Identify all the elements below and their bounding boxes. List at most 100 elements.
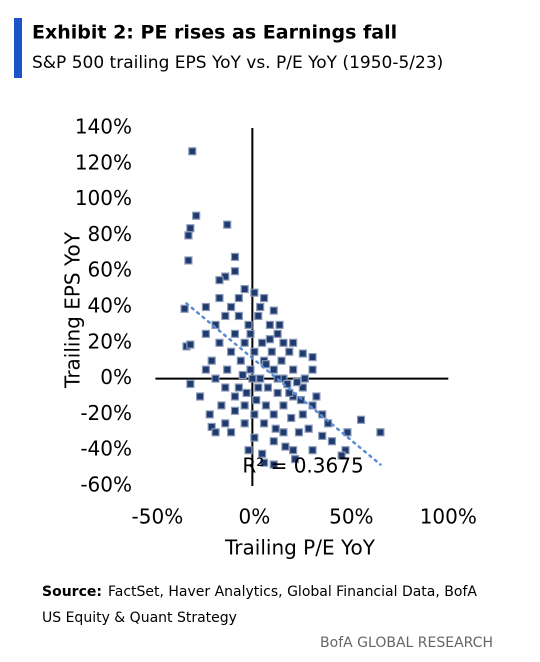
x-axis-label: Trailing P/E YoY bbox=[224, 536, 376, 560]
x-tick-label: 50% bbox=[329, 505, 373, 529]
point bbox=[215, 338, 224, 347]
point bbox=[230, 252, 240, 261]
point bbox=[261, 360, 271, 369]
y-tick-label: 100% bbox=[75, 186, 132, 210]
source-text: US Equity & Quant Strategy bbox=[42, 610, 237, 626]
point bbox=[211, 374, 220, 383]
point bbox=[226, 428, 236, 437]
point bbox=[277, 356, 286, 365]
point bbox=[337, 451, 346, 460]
source: Source: FactSet, Haver Analytics, Global … bbox=[42, 584, 477, 600]
point bbox=[298, 383, 307, 392]
point bbox=[376, 428, 385, 437]
point bbox=[281, 442, 290, 451]
point bbox=[343, 428, 352, 437]
point bbox=[300, 374, 309, 383]
point bbox=[186, 224, 195, 233]
point bbox=[248, 374, 257, 383]
point bbox=[221, 419, 230, 428]
x-tick-label: -50% bbox=[132, 505, 184, 529]
point bbox=[226, 302, 236, 312]
point bbox=[230, 329, 240, 338]
point bbox=[230, 392, 240, 401]
point bbox=[256, 374, 265, 383]
point bbox=[279, 338, 288, 347]
point bbox=[207, 356, 216, 365]
point bbox=[261, 401, 271, 410]
point bbox=[180, 304, 189, 313]
trendline bbox=[185, 302, 382, 466]
point bbox=[259, 419, 269, 428]
point bbox=[318, 431, 327, 440]
point bbox=[296, 395, 306, 405]
point bbox=[292, 378, 302, 387]
point bbox=[271, 424, 280, 433]
point bbox=[223, 220, 232, 229]
point bbox=[312, 392, 321, 401]
point bbox=[254, 383, 263, 392]
point bbox=[230, 406, 240, 415]
y-tick-label: 140% bbox=[75, 115, 132, 139]
point bbox=[240, 401, 249, 410]
point bbox=[318, 410, 327, 419]
annotation: R² = 0.3675 bbox=[242, 454, 363, 478]
point bbox=[215, 293, 224, 303]
y-tick-label: 0% bbox=[100, 365, 132, 389]
point bbox=[230, 267, 240, 276]
y-tick-label: -60% bbox=[80, 473, 132, 497]
point bbox=[236, 356, 245, 365]
point bbox=[184, 256, 193, 265]
y-tick-label: 60% bbox=[88, 258, 132, 282]
point bbox=[211, 320, 220, 329]
point bbox=[223, 365, 232, 374]
point bbox=[259, 293, 269, 303]
point bbox=[250, 433, 259, 442]
y-axis-label: Trailing EPS YoY bbox=[61, 231, 85, 389]
point bbox=[217, 401, 226, 410]
point bbox=[240, 419, 249, 428]
point bbox=[269, 306, 278, 315]
point bbox=[221, 311, 230, 321]
point bbox=[234, 293, 243, 303]
point bbox=[205, 410, 214, 419]
point bbox=[289, 365, 298, 374]
point bbox=[287, 413, 296, 423]
point bbox=[285, 347, 294, 356]
point bbox=[290, 455, 300, 464]
footer: BofA GLOBAL RESEARCH bbox=[320, 635, 493, 651]
point bbox=[201, 329, 210, 338]
point bbox=[298, 410, 307, 419]
point bbox=[186, 379, 195, 389]
point bbox=[234, 383, 243, 392]
point bbox=[285, 388, 294, 398]
point bbox=[265, 335, 274, 344]
point bbox=[263, 383, 273, 392]
point bbox=[240, 285, 249, 294]
point bbox=[252, 395, 261, 405]
point bbox=[327, 437, 337, 446]
y-tick-label: 40% bbox=[88, 294, 132, 318]
point bbox=[250, 288, 259, 297]
point bbox=[279, 401, 288, 410]
point bbox=[273, 329, 282, 338]
point bbox=[308, 401, 317, 410]
point bbox=[294, 428, 304, 437]
point bbox=[289, 446, 298, 455]
source-label: Source: bbox=[42, 584, 102, 600]
chart-subtitle: S&P 500 trailing EPS YoY vs. P/E YoY (19… bbox=[32, 53, 443, 73]
source-text: FactSet, Haver Analytics, Global Financi… bbox=[108, 584, 477, 600]
point bbox=[269, 437, 278, 446]
point bbox=[259, 458, 269, 467]
point bbox=[273, 388, 282, 398]
point bbox=[269, 410, 278, 419]
point bbox=[258, 338, 267, 347]
point bbox=[308, 446, 317, 455]
point bbox=[308, 353, 317, 362]
point bbox=[258, 449, 267, 458]
point bbox=[240, 338, 249, 347]
point bbox=[267, 347, 276, 356]
point bbox=[289, 338, 298, 347]
x-tick-label: 0% bbox=[238, 505, 270, 529]
point bbox=[246, 329, 255, 338]
point bbox=[279, 428, 288, 437]
